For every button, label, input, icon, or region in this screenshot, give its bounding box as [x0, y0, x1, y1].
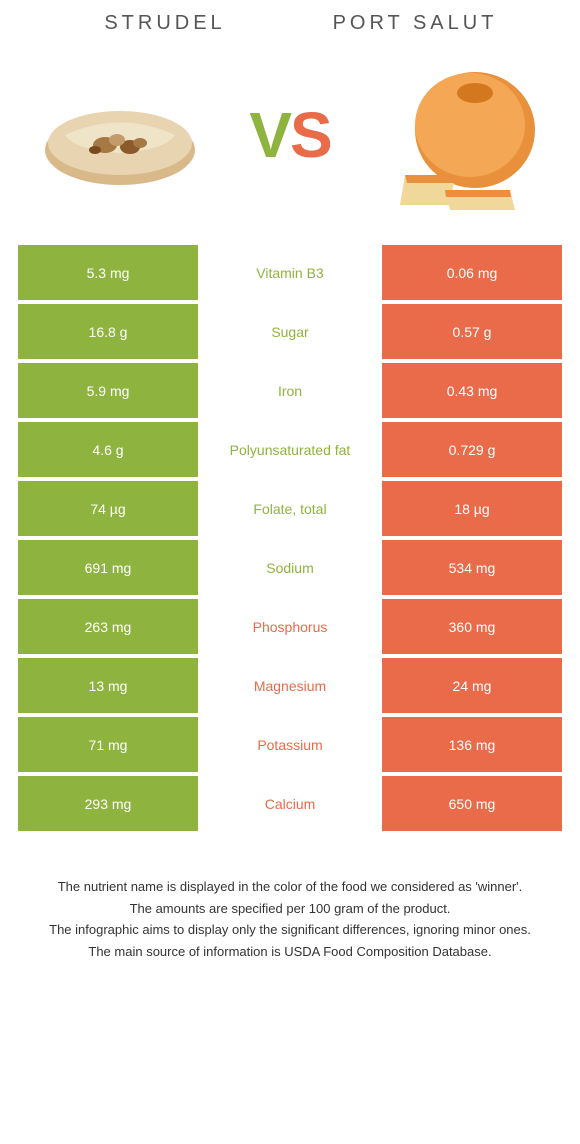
- right-value: 24 mg: [382, 658, 562, 713]
- right-value: 136 mg: [382, 717, 562, 772]
- left-value: 691 mg: [18, 540, 198, 595]
- right-value: 0.06 mg: [382, 245, 562, 300]
- right-food-title: PORT SALUT: [290, 12, 540, 35]
- table-row: 5.3 mgVitamin B30.06 mg: [18, 245, 562, 300]
- footer-line-2: The amounts are specified per 100 gram o…: [28, 899, 552, 919]
- nutrient-table: 5.3 mgVitamin B30.06 mg16.8 gSugar0.57 g…: [0, 245, 580, 831]
- right-value: 0.43 mg: [382, 363, 562, 418]
- nutrient-label: Calcium: [198, 776, 382, 831]
- footer-line-3: The infographic aims to display only the…: [28, 920, 552, 940]
- footer-line-1: The nutrient name is displayed in the co…: [28, 877, 552, 897]
- header: STRUDEL PORT SALUT: [0, 0, 580, 35]
- table-row: 263 mgPhosphorus360 mg: [18, 599, 562, 654]
- left-value: 5.3 mg: [18, 245, 198, 300]
- nutrient-label: Magnesium: [198, 658, 382, 713]
- left-value: 71 mg: [18, 717, 198, 772]
- table-row: 691 mgSodium534 mg: [18, 540, 562, 595]
- nutrient-label: Potassium: [198, 717, 382, 772]
- right-value: 650 mg: [382, 776, 562, 831]
- left-value: 13 mg: [18, 658, 198, 713]
- table-row: 293 mgCalcium650 mg: [18, 776, 562, 831]
- table-row: 16.8 gSugar0.57 g: [18, 304, 562, 359]
- table-row: 74 µgFolate, total18 µg: [18, 481, 562, 536]
- table-row: 5.9 mgIron0.43 mg: [18, 363, 562, 418]
- nutrient-label: Sugar: [198, 304, 382, 359]
- right-value: 0.729 g: [382, 422, 562, 477]
- vs-s: S: [290, 99, 331, 171]
- vs-v: V: [249, 99, 290, 171]
- footer-line-4: The main source of information is USDA F…: [28, 942, 552, 962]
- nutrient-label: Vitamin B3: [198, 245, 382, 300]
- vs-label: VS: [249, 98, 330, 172]
- nutrient-label: Polyunsaturated fat: [198, 422, 382, 477]
- table-row: 71 mgPotassium136 mg: [18, 717, 562, 772]
- left-value: 4.6 g: [18, 422, 198, 477]
- port-salut-image: [370, 55, 550, 215]
- table-row: 4.6 gPolyunsaturated fat0.729 g: [18, 422, 562, 477]
- right-value: 360 mg: [382, 599, 562, 654]
- nutrient-label: Sodium: [198, 540, 382, 595]
- footer-notes: The nutrient name is displayed in the co…: [0, 835, 580, 983]
- left-value: 263 mg: [18, 599, 198, 654]
- left-value: 16.8 g: [18, 304, 198, 359]
- strudel-image: [30, 55, 210, 215]
- nutrient-label: Iron: [198, 363, 382, 418]
- left-value: 5.9 mg: [18, 363, 198, 418]
- right-value: 18 µg: [382, 481, 562, 536]
- right-value: 534 mg: [382, 540, 562, 595]
- images-row: VS: [0, 35, 580, 245]
- table-row: 13 mgMagnesium24 mg: [18, 658, 562, 713]
- left-value: 74 µg: [18, 481, 198, 536]
- nutrient-label: Phosphorus: [198, 599, 382, 654]
- left-value: 293 mg: [18, 776, 198, 831]
- right-value: 0.57 g: [382, 304, 562, 359]
- nutrient-label: Folate, total: [198, 481, 382, 536]
- left-food-title: STRUDEL: [40, 12, 290, 35]
